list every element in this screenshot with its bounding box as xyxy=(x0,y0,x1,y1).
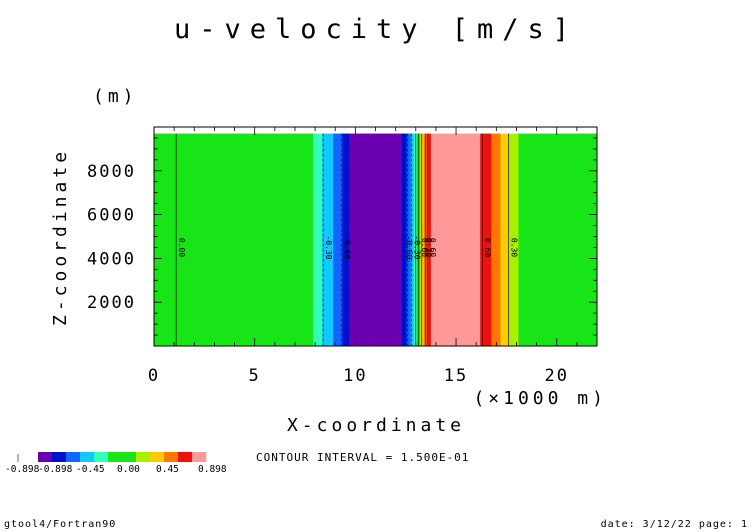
legend-swatch-1 xyxy=(52,452,67,462)
legend-label-0: -0.898 xyxy=(38,464,73,475)
legend-swatch-2 xyxy=(66,452,81,462)
legend-label-1: -0.45 xyxy=(76,464,105,475)
field-band-7 xyxy=(406,133,412,346)
contour-label-2: -0.60 xyxy=(342,235,351,259)
field-band-2 xyxy=(322,133,334,346)
x-tick-label-0: 0 xyxy=(148,366,160,386)
field-band-17 xyxy=(491,133,501,346)
footer-right: date: 3/12/22 page: 1 xyxy=(601,519,748,530)
contour-label-6: 0.30 xyxy=(424,238,433,257)
field-bands xyxy=(154,133,598,346)
contour-label-7: 0.60 xyxy=(428,238,437,257)
legend-swatch-6 xyxy=(122,452,137,462)
legend-swatch-9 xyxy=(164,452,179,462)
legend-swatch-10 xyxy=(178,452,193,462)
field-band-14 xyxy=(426,133,432,346)
field-band-1 xyxy=(313,133,323,346)
x-axis-unit: (×1000 m) xyxy=(473,388,607,409)
y-axis-title: Z-coordinate xyxy=(50,148,71,326)
footer-left: gtool4/Fortran90 xyxy=(4,519,116,530)
legend-left-marker: -0.898 xyxy=(5,464,40,475)
contour-label-5: 0.00 xyxy=(420,238,429,257)
legend-swatch-0 xyxy=(38,452,53,462)
contour-lines xyxy=(175,133,509,346)
x-tick-label-10: 10 xyxy=(343,366,367,386)
contour-label-0: 0.00 xyxy=(177,238,186,257)
contour-label-4: -0.30 xyxy=(413,235,422,259)
x-axis-ticks: 0 5 10 15 20 xyxy=(148,127,598,386)
field-band-15 xyxy=(430,133,481,346)
legend-label-2: 0.00 xyxy=(117,464,140,475)
field-band-11 xyxy=(419,133,423,346)
field-band-19 xyxy=(508,133,519,346)
field-band-8 xyxy=(410,133,415,346)
field-band-13 xyxy=(423,133,428,346)
field-band-0 xyxy=(154,133,314,346)
x-tick-label-15: 15 xyxy=(444,366,468,386)
field-band-16 xyxy=(480,133,492,346)
field-band-18 xyxy=(500,133,509,346)
x-tick-label-5: 5 xyxy=(249,366,261,386)
legend-label-4: 0.898 xyxy=(198,464,227,475)
field-band-5 xyxy=(349,133,403,346)
contour-label-9: 0.30 xyxy=(509,238,518,257)
y-tick-label-6000: 6000 xyxy=(87,206,136,226)
contour-label-8: 0.60 xyxy=(483,238,492,257)
contour-label-3: -0.60 xyxy=(405,235,414,259)
y-axis-unit: (m) xyxy=(93,86,138,107)
x-tick-label-20: 20 xyxy=(544,366,568,386)
y-axis-ticks: 2000 4000 6000 8000 xyxy=(87,137,597,336)
field-band-9 xyxy=(413,133,418,346)
color-legend: -0.898-0.898 -0.45 0.00 0.45 0.898 xyxy=(5,452,227,475)
field-band-20 xyxy=(518,133,598,346)
field-band-3 xyxy=(333,133,343,346)
legend-swatch-4 xyxy=(94,452,109,462)
y-tick-label-2000: 2000 xyxy=(87,293,136,313)
chart-title: u-velocity [m/s] xyxy=(174,14,578,45)
field-band-12 xyxy=(421,133,425,346)
legend-swatch-5 xyxy=(108,452,123,462)
field-band-10 xyxy=(416,133,421,346)
legend-swatch-11 xyxy=(192,452,207,462)
legend-swatch-7 xyxy=(136,452,151,462)
contour-label-1: -0.30 xyxy=(324,235,333,259)
contour-labels: 0.00 -0.30 -0.60 -0.60 -0.300.000.300.60 0.60… xyxy=(177,235,518,259)
field-band-4 xyxy=(342,133,350,346)
field-band-6 xyxy=(401,133,408,346)
contour-interval-text: CONTOUR INTERVAL = 1.500E-01 xyxy=(256,451,469,464)
y-tick-label-8000: 8000 xyxy=(87,162,136,182)
y-tick-label-4000: 4000 xyxy=(87,249,136,269)
x-axis-title: X-coordinate xyxy=(287,415,465,436)
legend-swatch-3 xyxy=(80,452,95,462)
legend-label-3: 0.45 xyxy=(156,464,179,475)
legend-swatch-8 xyxy=(150,452,165,462)
